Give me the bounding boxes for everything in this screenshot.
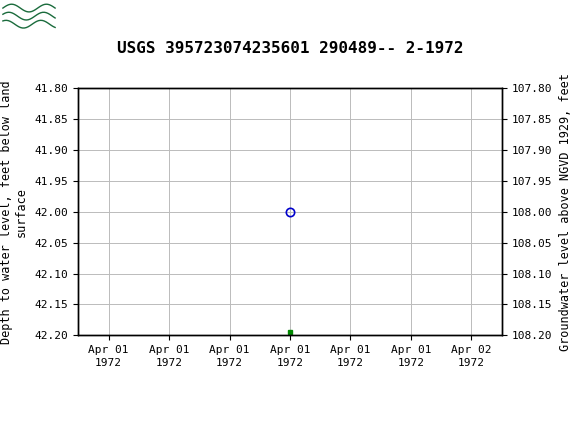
Bar bbox=[3, 3, 55, 30]
Y-axis label: Groundwater level above NGVD 1929, feet: Groundwater level above NGVD 1929, feet bbox=[559, 73, 572, 351]
Text: USGS: USGS bbox=[61, 7, 116, 25]
Y-axis label: Depth to water level, feet below land
surface: Depth to water level, feet below land su… bbox=[0, 80, 28, 344]
Text: USGS 395723074235601 290489-- 2-1972: USGS 395723074235601 290489-- 2-1972 bbox=[117, 41, 463, 56]
